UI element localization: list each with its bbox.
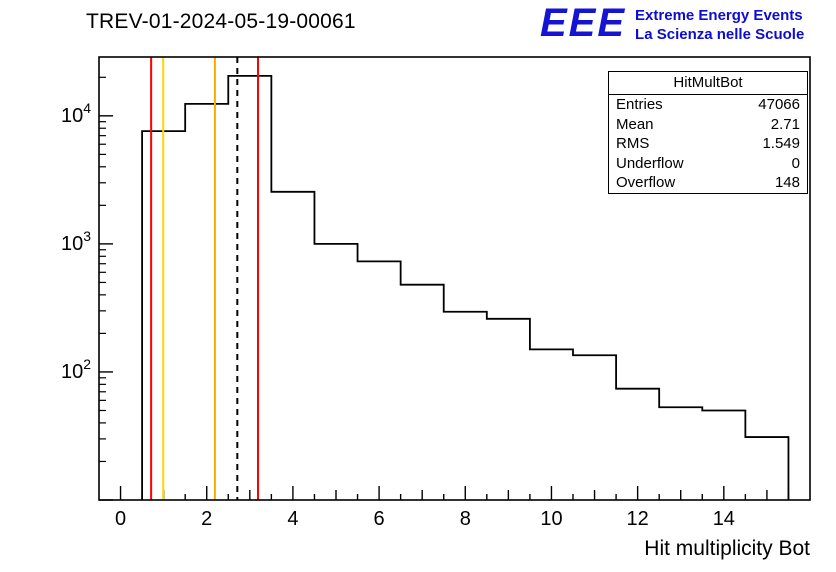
stats-value: 2.71 [770,115,800,133]
stats-row: Overflow 148 [609,173,807,193]
svg-text:12: 12 [627,508,649,530]
eee-logo-acronym: EEE [540,1,627,45]
stats-value: 1.549 [762,135,800,152]
svg-text:104: 104 [61,100,91,127]
eee-logo-text: Extreme Energy Events La Scienza nelle S… [635,3,804,44]
svg-text:14: 14 [713,508,735,530]
stats-label: Mean [616,115,654,133]
stats-row: RMS 1.549 [609,134,807,154]
stats-box-title: HitMultBot [609,72,807,95]
svg-text:6: 6 [374,508,385,530]
eee-logo: EEE Extreme Energy Events La Scienza nel… [540,3,804,44]
eee-logo-line1: Extreme Energy Events [635,7,803,24]
stats-row: Mean 2.71 [609,115,807,135]
svg-text:103: 103 [61,228,91,255]
svg-text:10: 10 [540,508,562,530]
stats-value: 0 [791,154,800,172]
stats-label: Entries [616,96,663,113]
svg-text:102: 102 [61,356,91,383]
stats-label: RMS [616,135,650,152]
svg-text:4: 4 [287,508,298,530]
svg-text:8: 8 [460,508,471,530]
stats-label: Underflow [616,154,684,172]
eee-logo-line2: La Scienza nelle Scuole [635,26,805,43]
stats-row: Underflow 0 [609,154,807,174]
stats-label: Overflow [616,174,676,191]
x-axis-title: Hit multiplicity Bot [644,537,810,560]
stats-box: HitMultBot Entries 47066 Mean 2.71 RMS 1… [608,71,808,194]
plot-title: TREV-01-2024-05-19-00061 [86,10,356,33]
svg-text:2: 2 [201,508,212,530]
stats-value: 47066 [758,96,800,113]
svg-text:0: 0 [115,508,126,530]
stats-value: 148 [774,174,800,191]
stats-row: Entries 47066 [609,95,807,115]
